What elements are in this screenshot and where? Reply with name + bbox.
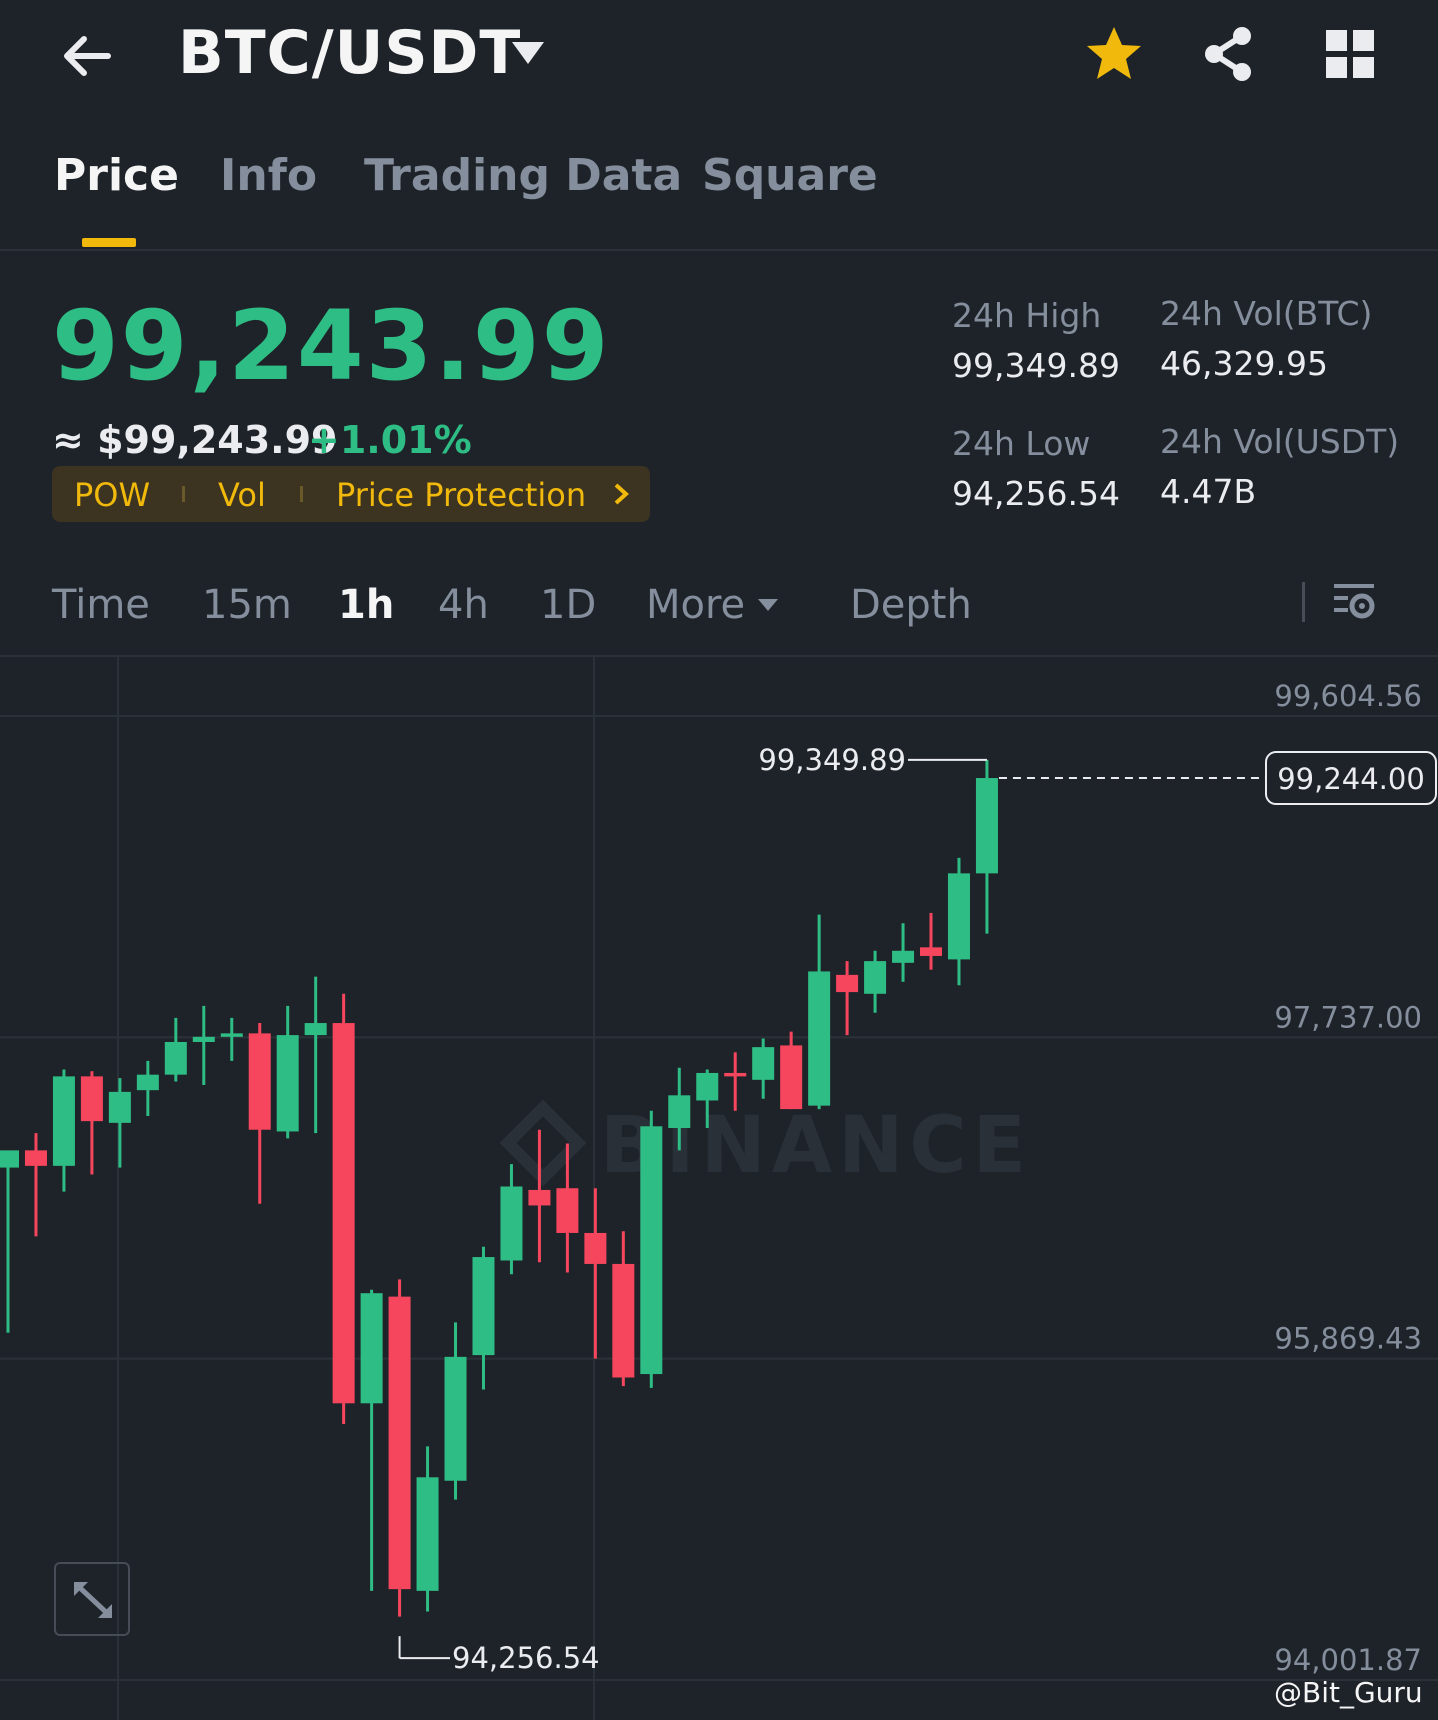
candle-body [612,1263,635,1378]
stat-high-value: 99,349.89 [952,346,1120,385]
candle-body [920,947,943,956]
chart-settings-icon[interactable] [1330,578,1378,626]
candle-body [892,950,915,963]
credit-watermark: @Bit_Guru [1274,1676,1423,1709]
candle-body [164,1041,187,1075]
candle-body [332,1023,355,1404]
tab-square[interactable]: Square [702,150,878,201]
candle-body [975,778,998,874]
divider [0,249,1438,251]
last-price: 99,243.99 [52,290,611,402]
current-price-label: 99,244.00 [1277,762,1425,796]
candle-body [304,1023,327,1036]
candle-body [696,1072,719,1101]
y-tick-label: 94,001.87 [1274,1643,1422,1677]
pair-title[interactable]: BTC/USDT [178,18,522,88]
candle-body [836,974,859,993]
tag-pow[interactable]: POW [74,476,151,514]
candle-body [752,1047,775,1080]
change-percent: +1.01% [308,418,472,462]
caret-down-icon[interactable] [756,596,780,614]
candlestick-chart[interactable]: 99,604.56 97,737.00 95,869.43 94,001.87 BINA… [0,657,1438,1720]
binance-logo-icon [499,1099,587,1187]
candle-body [500,1186,523,1261]
expand-icon [74,1582,112,1618]
candle-body [52,1076,75,1166]
tag-vol[interactable]: Vol [218,476,266,514]
candle-body [864,961,887,994]
candle-body [0,1150,19,1168]
candle-body [444,1356,467,1481]
chevron-right-icon [614,483,629,505]
tag-bar[interactable]: POW Vol Price Protection [52,466,650,522]
stat-vol-btc-label: 24h Vol(BTC) [1160,294,1373,333]
binance-watermark: BINANCE [600,1101,1032,1191]
stat-low-label: 24h Low [952,424,1091,463]
tab-info[interactable]: Info [220,150,318,201]
candle-body [808,971,831,1106]
tab-bar: Price Info Trading Data Square [0,150,1438,250]
top-bar: BTC/USDT [0,0,1438,120]
interval-15m[interactable]: 15m [202,582,292,628]
tag-separator [300,486,303,502]
approx-usd-price: ≈ $99,243.99 [52,418,338,462]
stat-vol-usdt-label: 24h Vol(USDT) [1160,422,1400,461]
stat-vol-btc-value: 46,329.95 [1160,344,1328,383]
candle-body [584,1232,607,1264]
candle-body [220,1033,243,1037]
interval-depth[interactable]: Depth [850,582,972,628]
divider [0,655,1438,657]
stat-vol-usdt-value: 4.47B [1160,472,1257,511]
interval-bar: Time 15m 1h 4h 1D More Depth [0,570,1438,640]
candle-body [780,1045,803,1110]
tag-price-protection[interactable]: Price Protection [336,476,587,514]
candle-body [416,1477,439,1591]
tab-price[interactable]: Price [54,150,179,201]
interval-more[interactable]: More [646,582,746,628]
interval-4h[interactable]: 4h [438,582,489,628]
low-marker-label: 94,256.54 [452,1641,600,1675]
tag-separator [182,486,185,502]
candle-body [528,1189,551,1206]
grid-icon[interactable] [1324,28,1376,80]
interval-1d[interactable]: 1D [540,582,597,628]
tab-trading-data[interactable]: Trading Data [364,150,683,201]
fullscreen-button[interactable] [54,1562,130,1636]
current-price-badge [1265,751,1437,806]
interval-1h[interactable]: 1h [338,582,395,628]
candle-body [192,1036,215,1042]
divider [1302,582,1305,622]
candle-body [24,1150,47,1166]
candle-body [388,1296,411,1590]
candle-body [276,1035,299,1132]
candle-body [668,1095,691,1129]
back-arrow-icon[interactable] [58,28,114,84]
y-tick-label: 95,869.43 [1274,1322,1422,1356]
stat-high-label: 24h High [952,296,1102,335]
candle-body [556,1188,579,1233]
candle-body [947,873,970,960]
y-tick-label: 99,604.56 [1274,679,1422,713]
star-icon[interactable] [1084,24,1144,84]
y-tick-label: 97,737.00 [1274,1000,1422,1034]
high-marker-label: 99,349.89 [758,743,906,777]
interval-time[interactable]: Time [52,582,150,628]
candle-body [472,1257,495,1356]
stat-low-value: 94,256.54 [952,474,1120,513]
share-icon[interactable] [1198,24,1258,84]
candle-body [248,1033,271,1130]
candle-body [136,1074,159,1091]
caret-down-icon[interactable] [510,38,546,68]
candle-body [360,1293,383,1404]
candle-body [640,1126,663,1375]
candle-body [724,1072,747,1077]
active-tab-indicator [82,238,136,247]
candle-body [108,1091,131,1123]
candle-body [80,1076,103,1122]
